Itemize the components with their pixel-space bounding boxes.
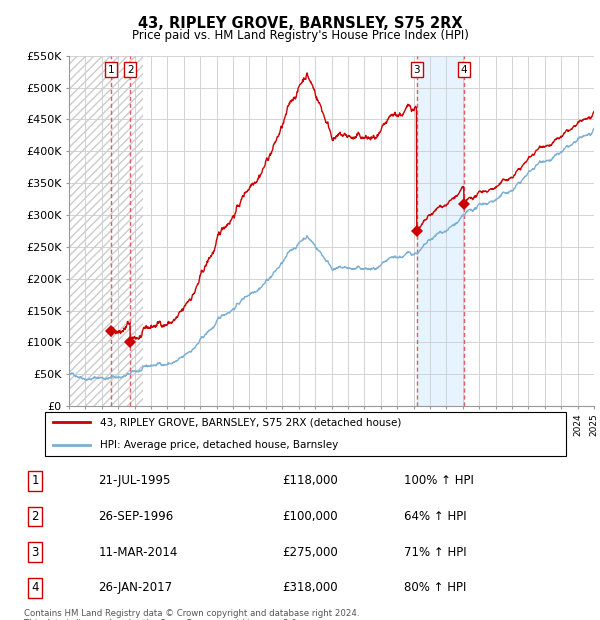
Text: £318,000: £318,000 bbox=[283, 582, 338, 595]
FancyBboxPatch shape bbox=[44, 412, 566, 456]
Text: 64% ↑ HPI: 64% ↑ HPI bbox=[404, 510, 466, 523]
Text: 11-MAR-2014: 11-MAR-2014 bbox=[98, 546, 178, 559]
Text: HPI: Average price, detached house, Barnsley: HPI: Average price, detached house, Barn… bbox=[100, 440, 338, 450]
Text: 100% ↑ HPI: 100% ↑ HPI bbox=[404, 474, 473, 487]
Text: 21-JUL-1995: 21-JUL-1995 bbox=[98, 474, 171, 487]
Text: Contains HM Land Registry data © Crown copyright and database right 2024.
This d: Contains HM Land Registry data © Crown c… bbox=[24, 609, 359, 620]
Text: 2: 2 bbox=[31, 510, 39, 523]
Text: 1: 1 bbox=[31, 474, 39, 487]
Text: 71% ↑ HPI: 71% ↑ HPI bbox=[404, 546, 466, 559]
Text: £100,000: £100,000 bbox=[283, 510, 338, 523]
Text: £118,000: £118,000 bbox=[283, 474, 338, 487]
Text: 43, RIPLEY GROVE, BARNSLEY, S75 2RX: 43, RIPLEY GROVE, BARNSLEY, S75 2RX bbox=[137, 16, 463, 31]
Text: 4: 4 bbox=[461, 65, 467, 75]
Text: 43, RIPLEY GROVE, BARNSLEY, S75 2RX (detached house): 43, RIPLEY GROVE, BARNSLEY, S75 2RX (det… bbox=[100, 417, 401, 427]
Text: 1: 1 bbox=[107, 65, 114, 75]
Bar bbox=[69, 56, 143, 406]
Bar bbox=[416, 56, 464, 406]
Text: 80% ↑ HPI: 80% ↑ HPI bbox=[404, 582, 466, 595]
Text: Price paid vs. HM Land Registry's House Price Index (HPI): Price paid vs. HM Land Registry's House … bbox=[131, 29, 469, 42]
Text: 26-JAN-2017: 26-JAN-2017 bbox=[98, 582, 173, 595]
Bar bbox=[69, 56, 143, 406]
Text: 4: 4 bbox=[31, 582, 39, 595]
Text: 3: 3 bbox=[413, 65, 420, 75]
Text: 3: 3 bbox=[31, 546, 39, 559]
Text: £275,000: £275,000 bbox=[283, 546, 338, 559]
Text: 2: 2 bbox=[127, 65, 134, 75]
Text: 26-SEP-1996: 26-SEP-1996 bbox=[98, 510, 173, 523]
